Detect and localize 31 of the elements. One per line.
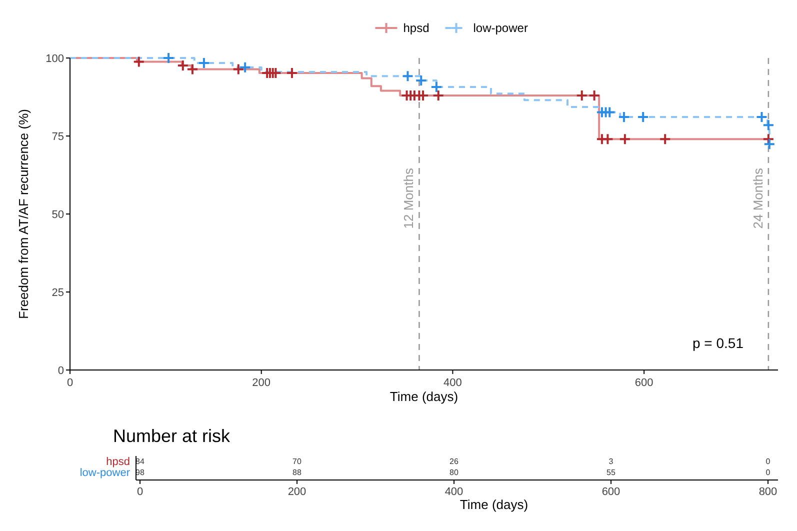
annotation: p = 0.51 — [692, 335, 744, 351]
x-tick-label: 600 — [602, 486, 620, 498]
x-tick-label: 400 — [444, 486, 464, 498]
y-tick-label: 100 — [46, 53, 64, 65]
y-tick-label: 0 — [58, 365, 64, 377]
x-tick-label: 0 — [136, 486, 144, 498]
legend-label: hpsd — [403, 21, 430, 35]
data-label: 88 — [292, 468, 302, 477]
x-tick-label: 600 — [634, 377, 654, 389]
x-axis-title: Time (days) — [460, 497, 528, 512]
x-tick-label: 400 — [444, 377, 462, 389]
data-label: 55 — [606, 468, 616, 477]
y-tick-label: 75 — [52, 131, 64, 143]
data-label: 0 — [766, 468, 771, 477]
y-axis-title: Freedom from AT/AF recurrence (%) — [16, 109, 31, 319]
x-tick-label: 800 — [758, 486, 778, 498]
x-tick-label: 200 — [252, 377, 271, 389]
data-label: 80 — [450, 468, 459, 477]
ref-line-label: 24 Months — [750, 168, 766, 229]
x-axis-title: Time (days) — [390, 389, 458, 404]
x-tick-label: 0 — [66, 377, 74, 389]
y-tick-label: 50 — [52, 209, 64, 221]
x-tick-label: 200 — [288, 486, 306, 498]
data-label: 70 — [292, 457, 302, 466]
data-label: 26 — [450, 457, 459, 466]
y-tick-label: 25 — [52, 287, 64, 299]
ref-line-label: 12 Months — [401, 168, 416, 229]
data-label: 3 — [608, 457, 614, 466]
legend-label: low-power — [473, 21, 528, 35]
chart-title: Number at risk — [113, 426, 232, 446]
data-label: 0 — [766, 457, 771, 466]
